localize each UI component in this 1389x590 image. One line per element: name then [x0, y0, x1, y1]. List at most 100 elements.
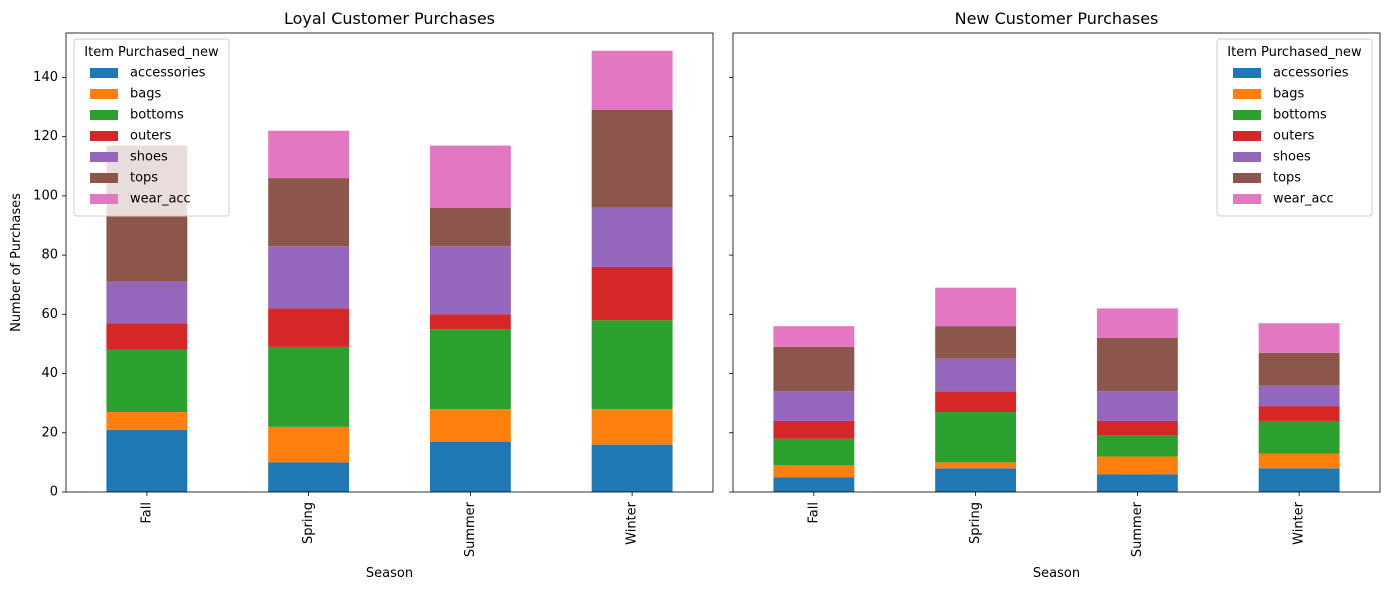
legend-swatch-outers — [90, 131, 118, 141]
bar-wear_acc-summer — [429, 145, 511, 208]
bar-outers-summer — [429, 314, 511, 330]
bar-bottoms-spring — [935, 412, 1017, 463]
y-tick-label: 40 — [41, 366, 58, 381]
legend-label-tops: tops — [130, 171, 158, 186]
legend-swatch-bags — [1233, 89, 1261, 99]
bar-shoes-winter — [1258, 385, 1340, 407]
legend: Item Purchased_new accessories bags bottoms… — [1216, 38, 1373, 217]
legend-label-shoes: shoes — [130, 150, 168, 165]
bar-tops-spring — [935, 326, 1017, 359]
bar-bottoms-winter — [1258, 420, 1340, 454]
x-tick-label: Winter — [1292, 501, 1307, 545]
legend-label-accessories: accessories — [130, 66, 206, 81]
bar-bags-spring — [268, 426, 350, 463]
bar-wear_acc-spring — [935, 287, 1017, 327]
bar-bags-fall — [106, 412, 188, 430]
bar-tops-winter — [1258, 352, 1340, 386]
axes-frame — [65, 32, 714, 493]
bars — [773, 287, 1340, 492]
legend-swatch-wear_acc — [90, 194, 118, 204]
legend-label-bottoms: bottoms — [130, 108, 184, 123]
bar-accessories-summer — [429, 441, 511, 492]
legend-label-tops: tops — [1273, 171, 1301, 186]
legend-swatch-bottoms — [90, 110, 118, 120]
y-tick-label: 140 — [33, 70, 58, 85]
y-tick-label: 120 — [33, 129, 58, 144]
legend-swatch-wear_acc — [1233, 194, 1261, 204]
bar-wear_acc-winter — [591, 50, 673, 110]
y-axis-label: Number of Purchases — [9, 193, 24, 332]
bar-outers-spring — [935, 391, 1017, 413]
bar-wear_acc-fall — [773, 326, 855, 347]
bar-bottoms-fall — [106, 349, 188, 413]
x-tick-label: Winter — [625, 501, 640, 545]
bar-bags-winter — [591, 409, 673, 445]
bar-accessories-spring — [268, 462, 350, 492]
y-tick-label: 100 — [33, 188, 58, 203]
legend-box — [73, 38, 230, 217]
legend-swatch-bags — [90, 89, 118, 99]
legend-box — [1216, 38, 1373, 217]
bar-bags-fall — [773, 465, 855, 478]
y-tick-label: 0 — [50, 485, 58, 500]
bar-tops-winter — [591, 109, 673, 208]
bar-accessories-fall — [106, 429, 188, 492]
bar-tops-summer — [429, 207, 511, 247]
legend-swatch-shoes — [90, 152, 118, 162]
x-tick-label: Fall — [806, 502, 821, 523]
bar-bottoms-summer — [1096, 435, 1178, 457]
chart-title: Loyal Customer Purchases — [284, 9, 495, 28]
legend-title: Item Purchased_new — [1227, 45, 1362, 60]
bar-bottoms-spring — [268, 346, 350, 427]
legend-label-bags: bags — [130, 87, 161, 102]
bar-bags-winter — [1258, 453, 1340, 469]
legend-title: Item Purchased_new — [84, 45, 219, 60]
bar-outers-fall — [773, 420, 855, 439]
bar-bottoms-winter — [591, 320, 673, 410]
legend-swatch-shoes — [1233, 152, 1261, 162]
legend-swatch-tops — [1233, 173, 1261, 183]
legend-label-bags: bags — [1273, 87, 1304, 102]
legend-swatch-outers — [1233, 131, 1261, 141]
bar-outers-winter — [1258, 406, 1340, 421]
bar-accessories-summer — [1096, 474, 1178, 492]
x-axis-label: Season — [1033, 566, 1080, 581]
bar-outers-spring — [268, 308, 350, 347]
bar-wear_acc-spring — [268, 130, 350, 179]
x-tick-label: Spring — [968, 502, 983, 544]
bar-outers-winter — [591, 266, 673, 321]
bar-bags-spring — [935, 462, 1017, 469]
legend-swatch-bottoms — [1233, 110, 1261, 120]
legend-swatch-accessories — [90, 68, 118, 78]
bar-shoes-fall — [106, 281, 188, 324]
bar-bottoms-fall — [773, 438, 855, 466]
bar-bags-summer — [1096, 456, 1178, 475]
bar-shoes-spring — [935, 358, 1017, 392]
legend-label-outers: outers — [130, 129, 172, 144]
bar-tops-summer — [1096, 338, 1178, 392]
bar-wear_acc-winter — [1258, 323, 1340, 353]
bar-accessories-spring — [935, 468, 1017, 492]
legend-label-accessories: accessories — [1273, 66, 1349, 81]
bar-bags-summer — [429, 409, 511, 442]
axes-frame — [732, 32, 1381, 493]
y-tick-label: 80 — [41, 248, 58, 263]
x-axis-label: Season — [366, 566, 413, 581]
bar-shoes-summer — [1096, 391, 1178, 421]
bar-tops-spring — [268, 178, 350, 247]
new-customer-chart: New Customer Purchases Season Fall Spring… — [729, 9, 1381, 581]
bar-shoes-winter — [591, 207, 673, 267]
bar-wear_acc-summer — [1096, 308, 1178, 339]
y-tick-label: 20 — [41, 425, 58, 440]
bar-bottoms-summer — [429, 329, 511, 410]
legend-label-wear_acc: wear_acc — [1273, 192, 1334, 207]
bar-outers-summer — [1096, 420, 1178, 436]
x-tick-label: Summer — [1130, 501, 1145, 557]
legend-swatch-accessories — [1233, 68, 1261, 78]
bar-shoes-fall — [773, 391, 855, 421]
legend-label-shoes: shoes — [1273, 150, 1311, 165]
bar-shoes-summer — [429, 246, 511, 315]
bar-accessories-fall — [773, 477, 855, 492]
x-tick-label: Spring — [301, 502, 316, 544]
x-tick-label: Summer — [463, 501, 478, 557]
